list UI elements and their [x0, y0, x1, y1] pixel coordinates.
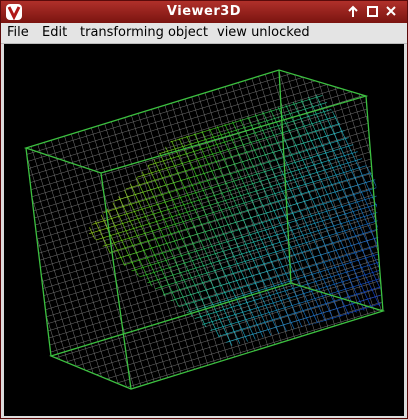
app-icon — [6, 4, 22, 21]
menu-item[interactable]: transforming object — [80, 25, 209, 40]
menu-item[interactable]: view unlocked — [217, 25, 310, 40]
title-bar: Viewer3D — [1, 1, 407, 23]
menu-item[interactable]: Edit — [42, 25, 68, 40]
window-buttons[interactable] — [345, 2, 405, 22]
window-title: Viewer3D — [166, 4, 242, 19]
voxel-view — [23, 69, 386, 390]
menu-item[interactable]: File — [7, 25, 29, 40]
menu-bar: File Edit transforming object view unloc… — [1, 23, 407, 44]
viewport — [4, 44, 404, 416]
